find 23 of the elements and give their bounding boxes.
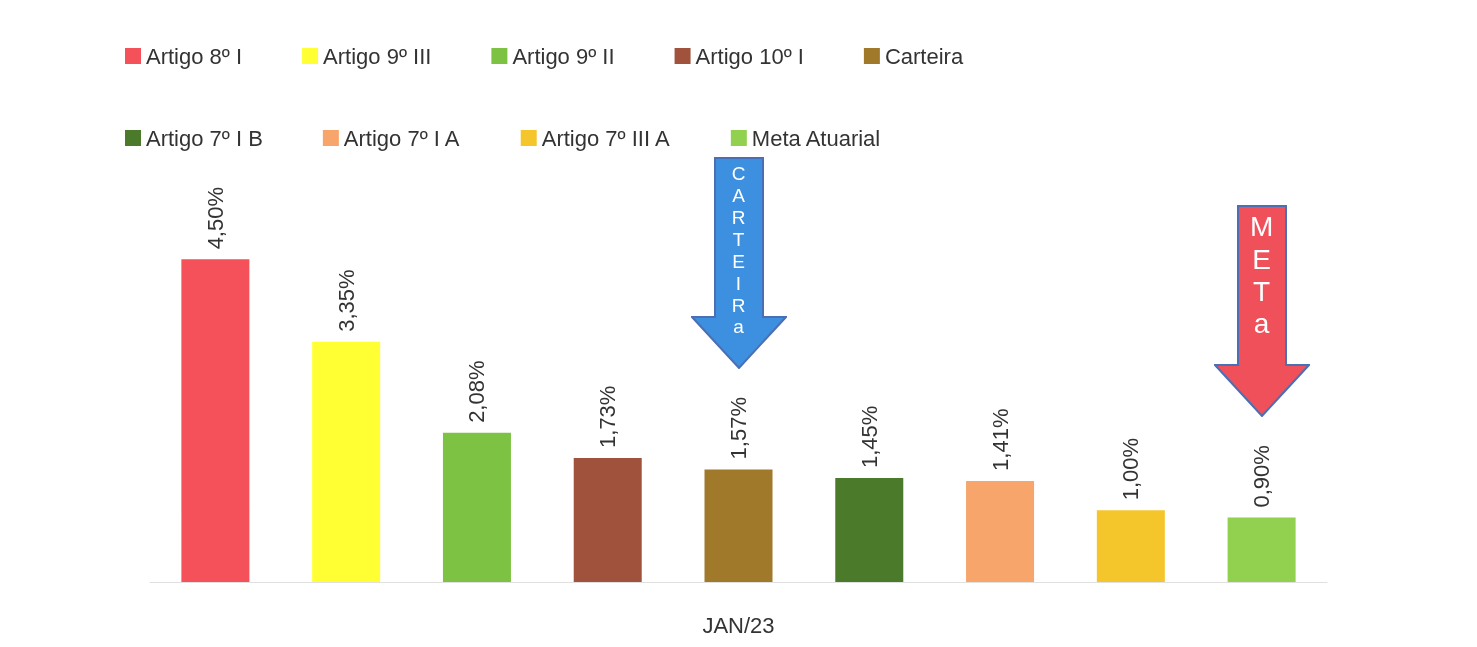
- legend-label: Artigo 7º I A: [343, 125, 460, 151]
- legend-label: Artigo 9º II: [512, 43, 615, 69]
- data-label: 1,45%: [856, 405, 882, 469]
- legend-label: Meta Atuarial: [751, 125, 881, 151]
- legend-label: Artigo 7º I B: [146, 125, 263, 151]
- arrow-icon: CARTEIRa: [690, 157, 787, 370]
- data-label: 4,50%: [202, 186, 228, 250]
- data-label: 0,90%: [1249, 445, 1275, 508]
- annotation: METa: [1248, 211, 1275, 341]
- data-label: 1,73%: [595, 385, 621, 448]
- legend-label: Artigo 10º I: [695, 43, 804, 69]
- arrow-icon: METa: [1213, 205, 1310, 418]
- legend-label: Carteira: [884, 43, 964, 69]
- data-label: 2,08%: [464, 360, 490, 423]
- data-label: 1,00%: [1118, 437, 1144, 501]
- data-label: 1,57%: [726, 397, 751, 460]
- data-label: 1,41%: [987, 408, 1013, 471]
- legend-label: Artigo 7º III A: [541, 125, 670, 151]
- annotation: CARTEIRa: [730, 163, 747, 339]
- x-axis-title: JAN/23: [702, 612, 775, 638]
- data-label: 3,35%: [333, 269, 359, 332]
- legend-label: Artigo 8º I: [146, 43, 243, 69]
- legend-label: Artigo 9º III: [323, 43, 432, 69]
